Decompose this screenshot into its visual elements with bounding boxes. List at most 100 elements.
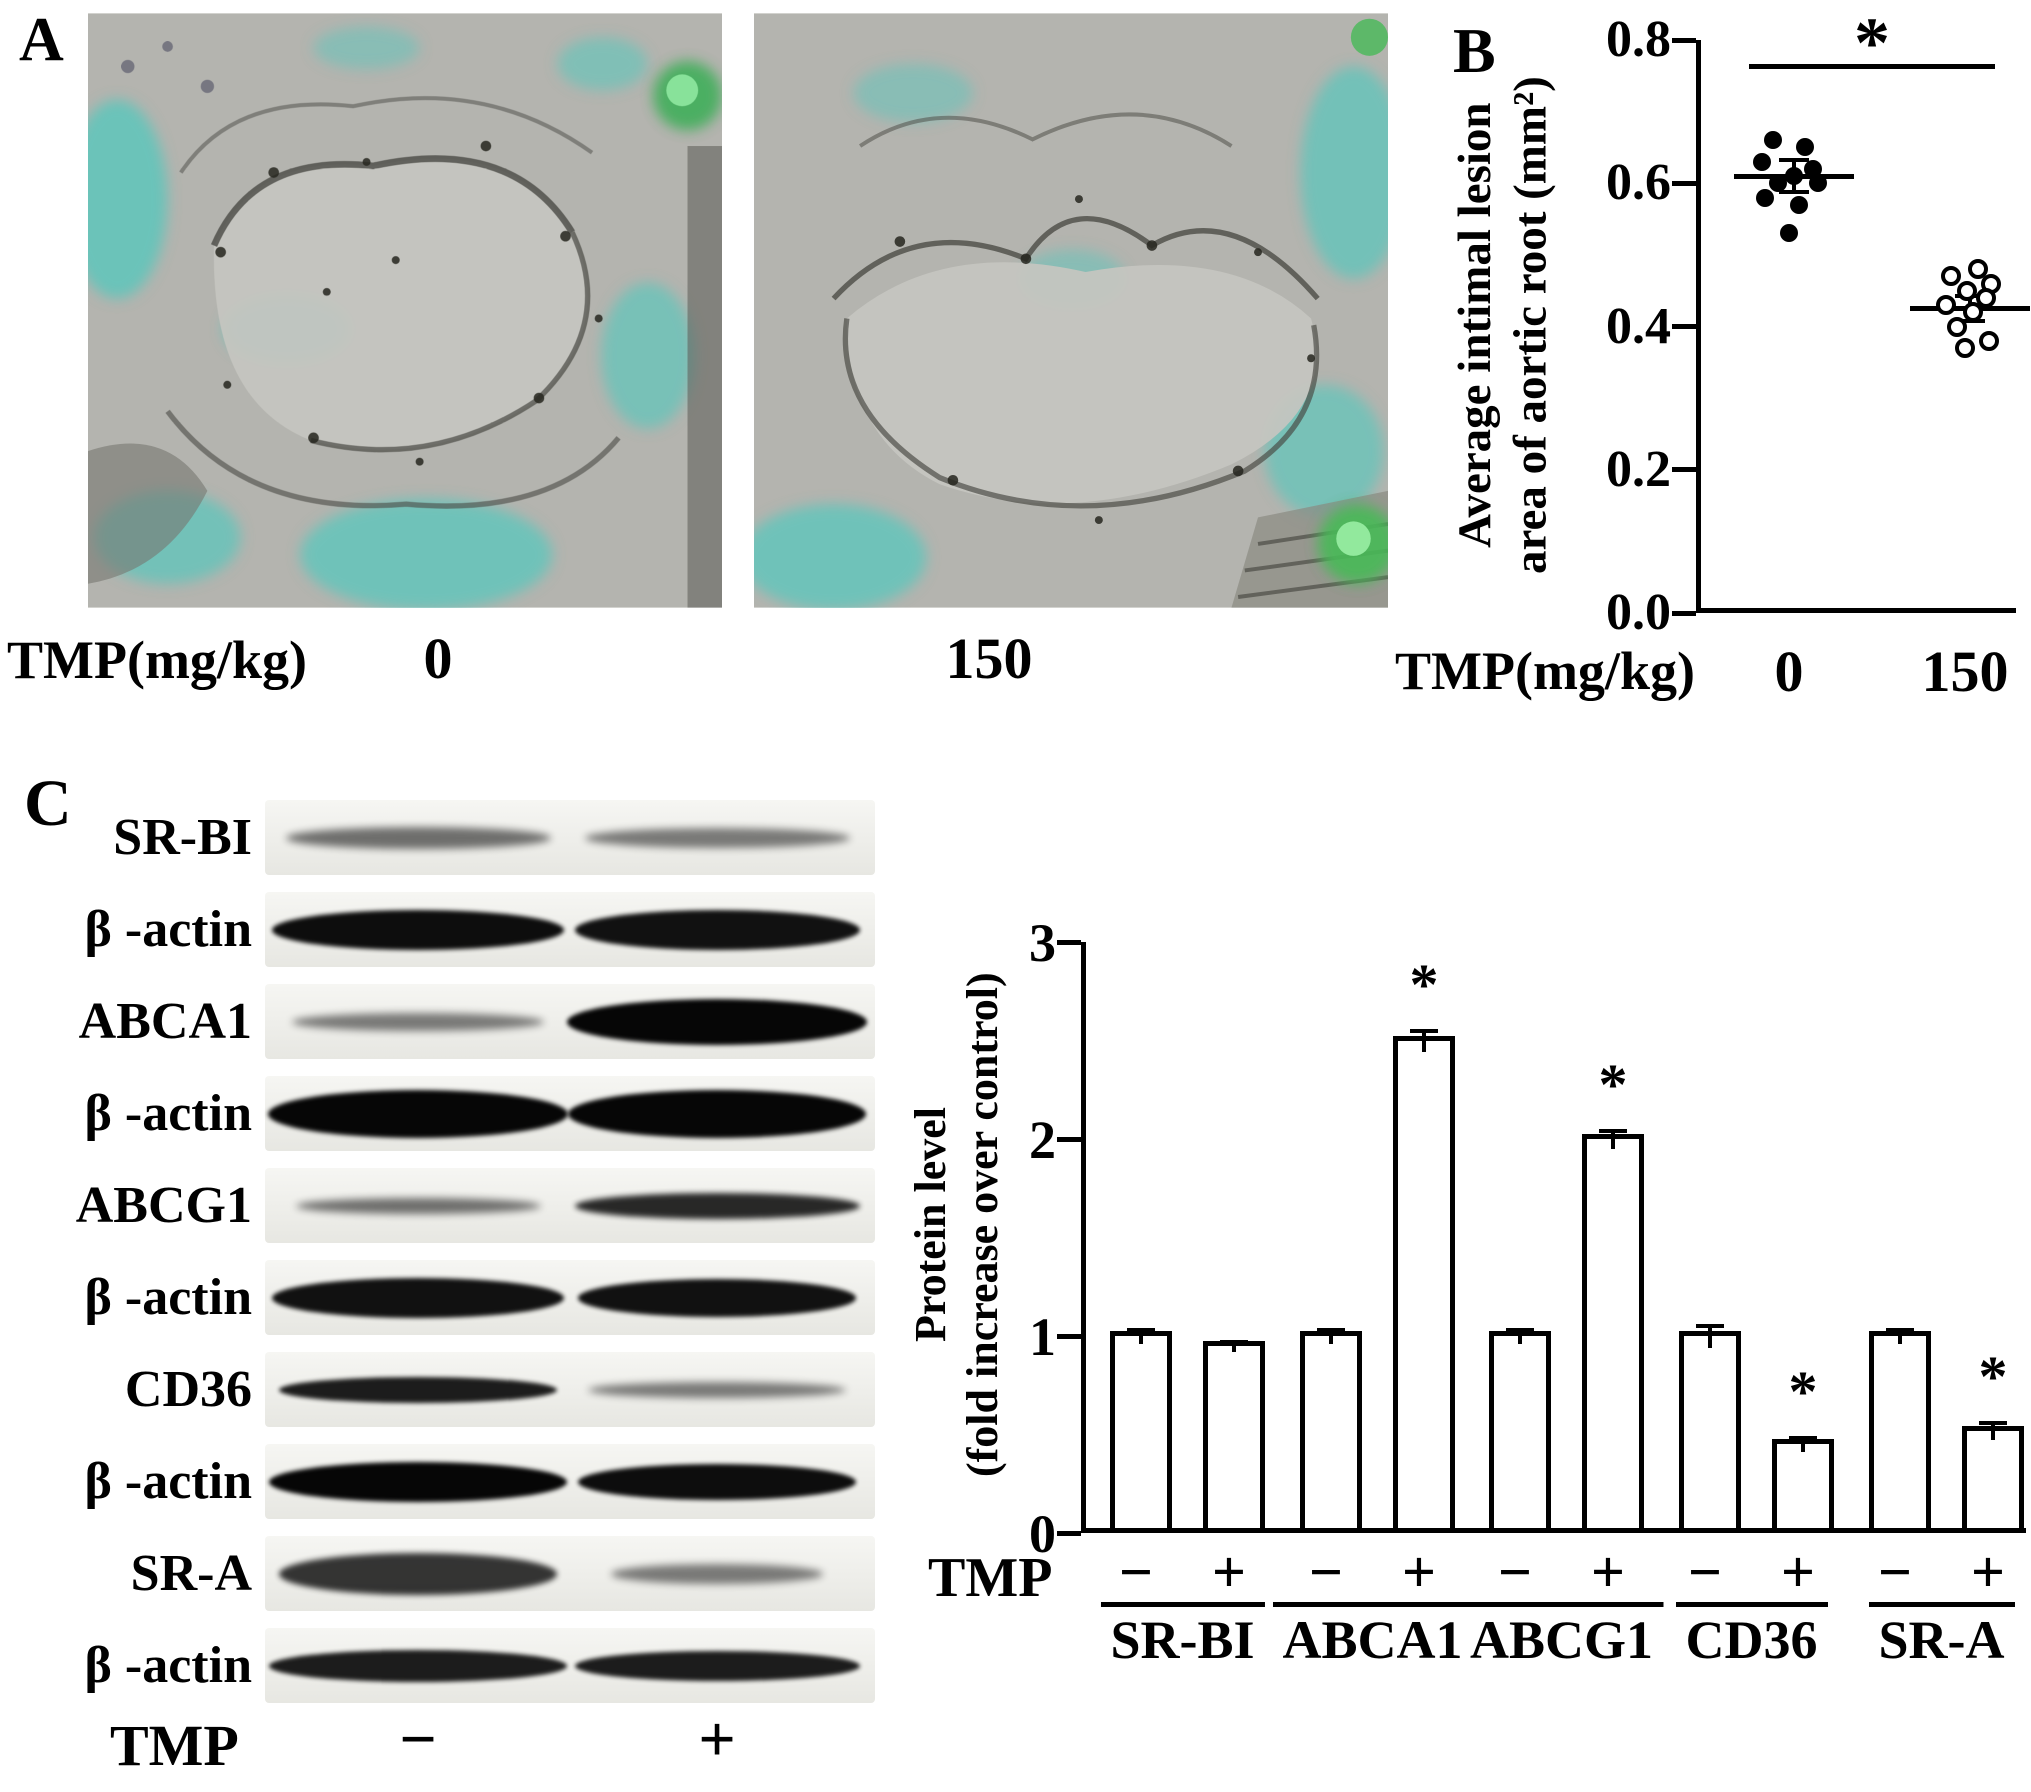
bar-error-cap [1317,1328,1345,1333]
blot-strip-2 [265,984,875,1059]
significance-line [1749,64,1995,69]
bar-tmp-sign: − [1118,1539,1154,1605]
blot-band [574,1192,860,1219]
bar-error-cap [1127,1328,1155,1333]
bar-CD36-minus [1679,1331,1741,1528]
panel-b-label: B [1453,15,1496,86]
blot-band [268,1089,568,1138]
scatter-x-axis-label: TMP(mg/kg) [1395,641,1695,701]
bar-tmp-sign: + [1211,1539,1247,1605]
scatter-y-axis-title: Average intimal lesion area of aortic ro… [1448,25,1566,625]
bar-ABCG1-minus [1489,1331,1551,1528]
bar-tmp-sign: + [1780,1539,1816,1605]
bar-y-tick [1057,1333,1081,1339]
bar-group-label-ABCA1: ABCA1 [1272,1602,1473,1671]
bar-chart-x-axis: − + SR-BI − + ABCA1− + ABCG1− + CD36− + SR-A [1081,1538,2026,1671]
bar-ABCG1-plus [1582,1134,1644,1528]
scatter-point [1957,280,1977,301]
blot-strip-9 [265,1628,875,1703]
bar-error-whisker [1801,1436,1805,1453]
bar-ABCA1-minus [1300,1331,1362,1528]
scatter-point [1968,259,1988,280]
scatter-point [1769,174,1787,193]
blot-band [269,1649,567,1682]
bar-tmp-sign: − [1308,1539,1344,1605]
bar-tmp-label: TMP [928,1547,1053,1609]
blot-strip-6 [265,1352,875,1427]
bar-group-label-SR-A: SR-A [1868,1602,2015,1671]
blot-band [584,827,850,848]
blot-label-1: β -actin [84,900,252,958]
bar-error-whisker [1898,1328,1902,1344]
scatter-point [1947,316,1967,337]
scatter-point [1756,188,1774,207]
bar-y-tick-label: 3 [1029,913,1056,973]
blot-strip-1 [265,892,875,967]
blot-band [578,1278,856,1317]
blot-strip-5 [265,1260,875,1335]
bar-error-whisker [1518,1328,1522,1344]
scatter-point [1764,131,1782,150]
bar-error-cap [1696,1324,1724,1329]
bar-y-axis-title: Protein level (fold increase over contro… [905,905,1015,1545]
bar-error-cap [1410,1028,1438,1033]
panel-a-dose-150: 150 [945,626,1033,691]
bar-group-label-SR-BI: SR-BI [1100,1602,1265,1671]
bar-error-whisker [1611,1129,1615,1149]
blot-band [611,1563,823,1584]
blot-band [295,1197,541,1214]
bar-error-cap [1599,1129,1627,1134]
bar-y-tick-label: 0 [1029,1504,1056,1564]
bar-SR-A-minus [1869,1331,1931,1528]
micrograph-control-svg [88,13,722,608]
blot-lane-minus-sign: − [399,1703,437,1776]
bar-error-cap [1220,1339,1248,1344]
blot-band [574,1650,860,1681]
scatter-y-axis-title-line1: Average intimal lesion [1449,102,1501,548]
blot-band [568,1089,866,1138]
blot-band [272,1277,564,1318]
blot-band [279,1552,557,1595]
blot-label-7: β -actin [84,1452,252,1510]
scatter-point [1809,174,1827,193]
bar-significance-star: * [1598,1052,1628,1118]
scatter-y-tick-label: 0.4 [1606,297,1671,355]
bar-SR-BI-minus [1110,1331,1172,1528]
bar-tmp-sign: − [1877,1539,1913,1605]
bar-error-whisker [1139,1328,1143,1344]
panel-a-xaxis-label: TMP(mg/kg) [7,630,307,690]
scatter-point [1780,224,1798,243]
blot-label-2: ABCA1 [78,992,252,1050]
blot-tmp-label: TMP [110,1713,239,1778]
scatter-plot: 0.0 0.2 0.4 0.6 0.8 [1606,11,2030,641]
bar-error-cap [1506,1328,1534,1333]
bar-chart: 0 1 2 3 * * * * [1029,913,2026,1564]
scatter-y-tick [1672,180,1696,186]
scatter-y-tick-label: 0.2 [1606,440,1671,498]
scatter-x-category-label: 150 [1921,639,2009,704]
scatter-point [1804,159,1822,178]
blot-label-9: β -actin [84,1636,252,1694]
bar-significance-star: * [1978,1343,2008,1409]
significance-star: * [1854,3,1890,83]
bar-tmp-sign: + [1590,1539,1626,1605]
bar-error-whisker [1991,1420,1995,1441]
blot-band [292,1012,544,1031]
scatter-error-cap-bottom [1779,189,1809,194]
bar-error-cap [1979,1420,2007,1425]
blot-strip-7 [265,1444,875,1519]
blot-strip-0 [265,800,875,875]
bar-significance-star: * [1788,1359,1818,1425]
bar-y-tick-label: 1 [1029,1307,1056,1367]
scatter-point [1941,266,1961,287]
blot-label-8: SR-A [130,1544,252,1602]
blot-band [588,1381,846,1398]
blot-band [285,826,551,849]
scatter-y-tick-label: 0.6 [1606,154,1671,212]
scatter-point [1790,195,1808,214]
scatter-y-tick [1672,467,1696,473]
panel-c-label: C [24,767,72,840]
bar-tmp-sign: + [1401,1539,1437,1605]
scatter-error-cap-top [1779,158,1809,163]
